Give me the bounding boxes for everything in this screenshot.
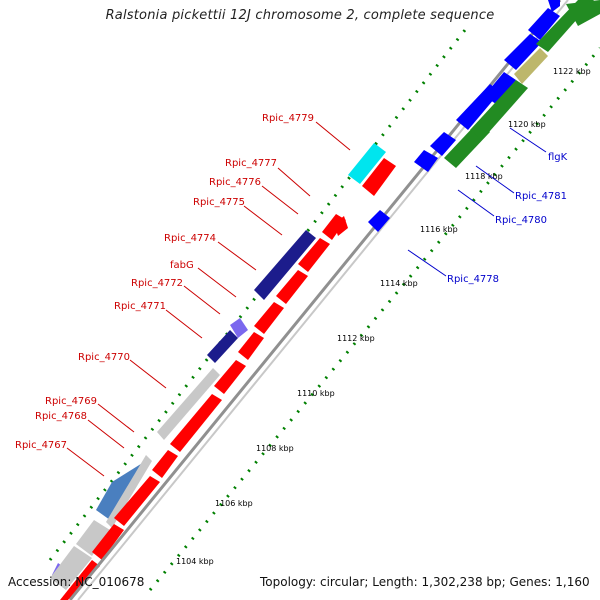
gene-block <box>334 216 348 236</box>
gene-label: Rpic_4775 <box>193 197 245 208</box>
gene-label: Rpic_4772 <box>131 278 183 289</box>
gene-label: Rpic_4778 <box>447 274 499 285</box>
gene-block <box>76 520 110 556</box>
outer-gene-lane <box>50 143 386 590</box>
gene-block <box>238 332 264 360</box>
scale-label: 1118 kbp <box>465 172 503 181</box>
scale-label: 1120 kbp <box>508 120 546 129</box>
gene-block <box>548 0 560 12</box>
gene-block <box>207 330 238 363</box>
gene-label: flgK <box>548 152 568 163</box>
gene-label: Rpic_4776 <box>209 177 261 188</box>
gene-block <box>214 360 246 394</box>
gene-label: Rpic_4780 <box>495 215 547 226</box>
gene-block <box>96 462 144 520</box>
green-gene-lane <box>444 0 600 168</box>
outer-tick-track <box>48 29 467 561</box>
leader-line <box>243 205 283 236</box>
blue-gene-lane <box>368 0 560 232</box>
gene-block <box>106 455 152 528</box>
gene-block <box>368 210 390 232</box>
leader-line <box>475 165 515 194</box>
gene-block <box>362 158 396 196</box>
gene-label: Rpic_4769 <box>45 396 97 407</box>
gene-block <box>566 0 600 26</box>
gene-block <box>254 230 316 300</box>
gene-block <box>170 394 222 452</box>
gene-block <box>60 560 100 600</box>
scale-labels: 1104 kbp 1106 kbp 1108 kbp 1110 kbp 1112… <box>176 67 591 566</box>
leader-line <box>509 127 547 153</box>
gene-label: Rpic_4770 <box>78 352 130 363</box>
gene-label: Rpic_4781 <box>515 191 567 202</box>
gene-label: Rpic_4774 <box>164 233 216 244</box>
gene-label: fabG <box>170 260 194 271</box>
gene-block <box>348 143 386 184</box>
leader-line <box>165 309 203 339</box>
gene-block <box>430 132 456 156</box>
leader-line <box>129 359 167 389</box>
scale-label: 1114 kbp <box>380 279 418 288</box>
gene-block <box>276 270 308 304</box>
gene-block <box>470 80 528 140</box>
gene-block <box>152 450 178 478</box>
gene-label: Rpic_4767 <box>15 440 67 451</box>
gene-label: Rpic_4777 <box>225 158 277 169</box>
gene-block <box>514 48 548 84</box>
gene-label: Rpic_4768 <box>35 411 87 422</box>
leader-line <box>66 447 105 477</box>
gene-block <box>92 524 124 560</box>
gene-block <box>230 318 248 338</box>
forward-gene-labels: flgK Rpic_4781 Rpic_4780 Rpic_4778 <box>407 127 568 285</box>
scale-label: 1104 kbp <box>176 557 214 566</box>
gene-block <box>50 546 92 590</box>
leader-line <box>183 285 221 315</box>
gene-block <box>414 150 438 172</box>
gene-label: Rpic_4779 <box>262 113 314 124</box>
inner-tick-track <box>148 47 600 591</box>
scale-label: 1122 kbp <box>553 67 591 76</box>
leader-line <box>277 167 311 197</box>
gene-block <box>504 34 542 70</box>
scale-label: 1110 kbp <box>297 389 335 398</box>
leader-line <box>97 403 135 433</box>
leader-line <box>315 121 351 151</box>
leader-line <box>217 241 257 271</box>
gene-label: Rpic_4771 <box>114 301 166 312</box>
gene-block <box>528 8 560 40</box>
leader-line <box>407 249 447 277</box>
leader-line <box>197 267 237 298</box>
scale-label: 1106 kbp <box>215 499 253 508</box>
gene-block <box>157 368 220 440</box>
reverse-gene-labels: Rpic_4779 Rpic_4777 Rpic_4776 Rpic_4775 … <box>15 113 351 477</box>
leader-line <box>261 185 299 215</box>
gene-block <box>298 238 330 272</box>
gene-block <box>484 72 516 104</box>
leader-line <box>87 419 125 449</box>
leader-line <box>457 189 495 217</box>
gene-block <box>254 302 284 334</box>
scale-label: 1112 kbp <box>337 334 375 343</box>
gene-block <box>114 476 160 526</box>
scale-label: 1108 kbp <box>256 444 294 453</box>
red-gene-lane <box>60 158 396 600</box>
accession-text: Accession: NC_010678 <box>8 575 145 589</box>
map-title: Ralstonia pickettii 12J chromosome 2, co… <box>105 8 495 23</box>
summary-text: Topology: circular; Length: 1,302,238 bp… <box>260 575 590 589</box>
scale-label: 1116 kbp <box>420 225 458 234</box>
